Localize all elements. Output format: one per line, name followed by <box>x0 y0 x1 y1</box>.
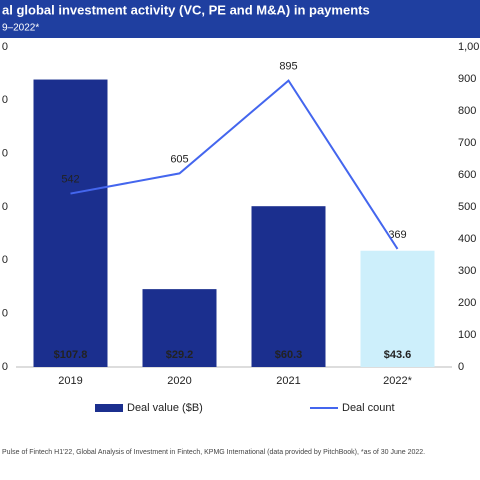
chart-subtitle: 9–2022* <box>2 23 39 34</box>
y2-tick-label: 200 <box>458 297 476 309</box>
source-note: Pulse of Fintech H1'22, Global Analysis … <box>2 449 425 456</box>
bar-value-label: $107.8 <box>54 349 88 361</box>
legend-swatch <box>95 404 123 412</box>
y2-tick-label: 300 <box>458 265 476 277</box>
point-label: 369 <box>388 229 406 241</box>
y2-tick-label: 700 <box>458 137 476 149</box>
y2-tick-label: 400 <box>458 233 476 245</box>
header-band <box>0 0 480 38</box>
bar <box>142 289 217 367</box>
y-tick-label: 0 <box>2 148 8 160</box>
legend-label: Deal value ($B) <box>127 402 203 414</box>
bar-value-label: $60.3 <box>275 349 303 361</box>
legend-label: Deal count <box>342 402 395 414</box>
y2-tick-label: 0 <box>458 361 464 373</box>
y2-tick-label: 1,00 <box>458 41 479 53</box>
y2-tick-label: 500 <box>458 201 476 213</box>
x-tick-label: 2019 <box>58 375 82 387</box>
x-tick-label: 2022* <box>383 375 412 387</box>
x-tick-label: 2021 <box>276 375 300 387</box>
y-tick-label: 0 <box>2 308 8 320</box>
y2-tick-label: 900 <box>458 73 476 85</box>
y-tick-label: 0 <box>2 41 8 53</box>
bar <box>251 206 326 367</box>
bar-value-label: $29.2 <box>166 349 194 361</box>
y2-tick-label: 600 <box>458 169 476 181</box>
point-label: 542 <box>61 173 79 185</box>
bar <box>360 250 435 367</box>
chart-title: al global investment activity (VC, PE an… <box>2 2 370 17</box>
x-tick-label: 2020 <box>167 375 191 387</box>
bar-value-label: $43.6 <box>384 349 412 361</box>
point-label: 895 <box>279 61 297 73</box>
y-tick-label: 0 <box>2 361 8 373</box>
line <box>70 79 399 250</box>
y2-tick-label: 800 <box>458 105 476 117</box>
bar <box>33 79 108 368</box>
y-tick-label: 0 <box>2 94 8 106</box>
y-tick-label: 0 <box>2 201 8 213</box>
point-label: 605 <box>170 153 188 165</box>
y2-tick-label: 100 <box>458 329 476 341</box>
y-tick-label: 0 <box>2 254 8 266</box>
